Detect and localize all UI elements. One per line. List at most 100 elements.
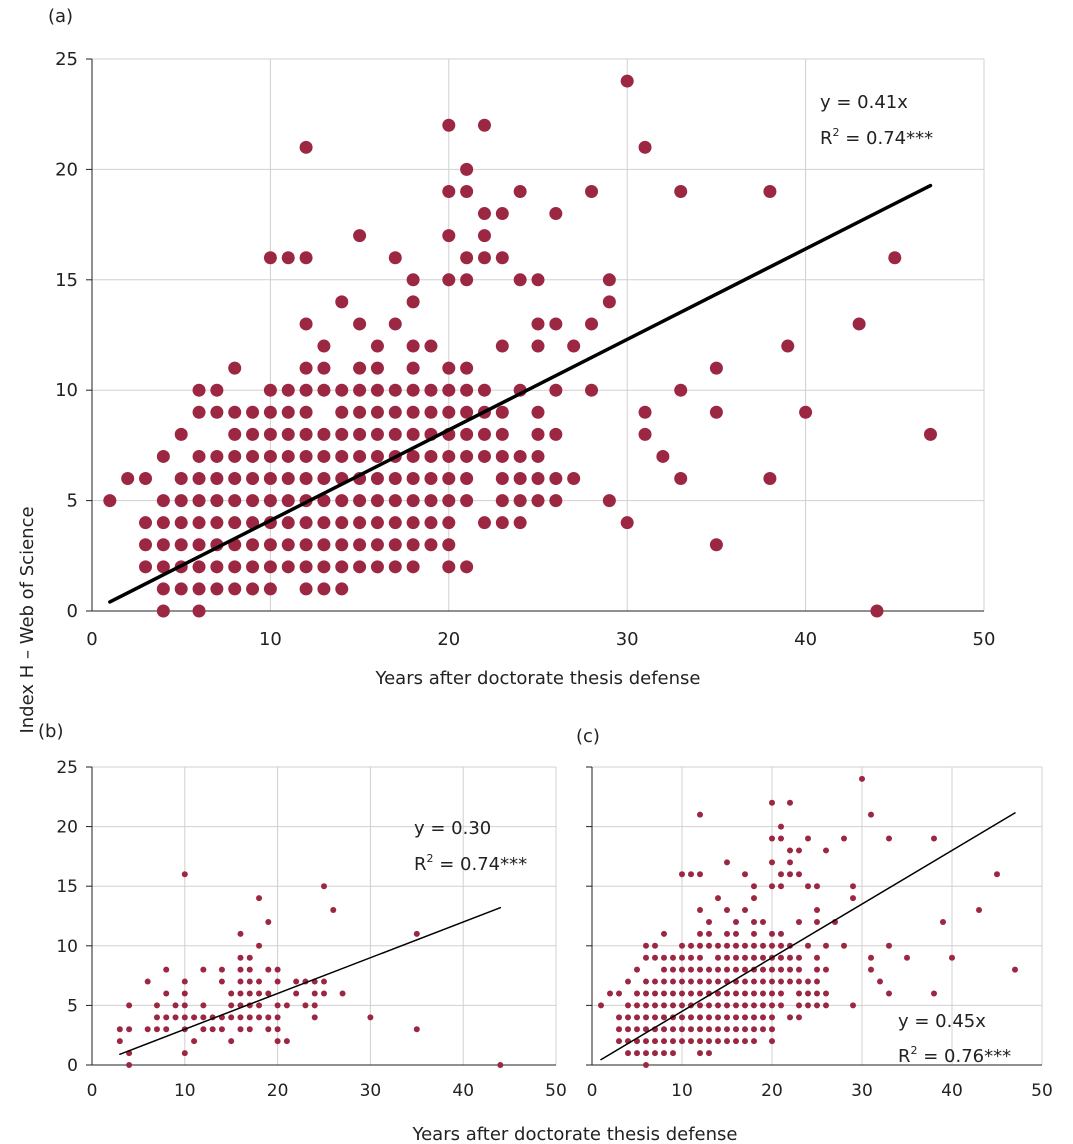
data-point [156,449,170,463]
data-point [228,427,242,441]
data-point [652,1014,658,1021]
data-point [460,184,474,198]
data-point [598,1002,604,1009]
data-point [697,954,703,961]
data-point [751,895,757,902]
data-point [228,582,242,596]
data-point [209,1026,216,1033]
data-point [733,1002,739,1009]
data-point [733,930,739,937]
data-point [424,538,438,552]
data-point [335,405,349,419]
x-tick-label: 20 [437,629,460,650]
data-point [353,560,367,574]
y-tick-label: 0 [67,601,78,622]
data-point [733,1014,739,1021]
data-point [643,1014,649,1021]
data-point [163,990,170,997]
data-point [931,835,937,842]
data-point [192,472,206,486]
data-point [697,990,703,997]
data-point [787,966,793,973]
panel-a: (a) 0 5 10 15 20 25 0 10 20 30 40 50 y = 0.41x R2 = 0.… [48,6,995,650]
data-point [778,871,784,878]
data-point [237,930,244,937]
y-tick-label: 15 [56,877,78,897]
data-point [688,871,694,878]
data-point [814,966,820,973]
data-point [585,184,599,198]
data-point [760,966,766,973]
data-point [139,560,153,574]
data-point [549,494,563,508]
data-point [688,1026,694,1033]
data-point [634,1026,640,1033]
data-point [495,251,509,265]
data-point [674,184,688,198]
data-point [796,978,802,985]
data-point [283,1002,290,1009]
data-point [406,339,420,353]
data-point [661,1050,667,1057]
data-point [796,871,802,878]
data-point [460,472,474,486]
data-point [715,895,721,902]
data-point [156,582,170,596]
data-point [625,1026,631,1033]
data-point [513,494,527,508]
data-point [460,361,474,375]
data-point [679,871,685,878]
data-point [868,966,874,973]
data-point [799,405,813,419]
data-point [406,560,420,574]
data-point [311,1014,318,1021]
data-point [246,427,260,441]
panel-c: (c) 0 10 20 30 40 50 y = 0.45x R2 = 0.76*** [576,726,1053,1101]
data-point [661,1026,667,1033]
data-point [192,538,206,552]
data-point [139,538,153,552]
data-point [246,582,260,596]
data-point [634,990,640,997]
data-point [477,118,491,132]
r-squared-label: R2 = 0.74*** [820,126,933,149]
data-point [192,494,206,508]
data-point [549,207,563,221]
data-point [781,339,795,353]
data-point [769,1014,775,1021]
data-point [353,494,367,508]
data-point [156,494,170,508]
data-point [697,942,703,949]
data-point [769,859,775,866]
data-point [805,978,811,985]
data-point [317,361,331,375]
data-point [886,990,892,997]
data-point [200,1014,207,1021]
data-point [769,978,775,985]
data-point [406,538,420,552]
data-point [823,990,829,997]
data-point [237,966,244,973]
data-point [661,1002,667,1009]
data-point [670,1026,676,1033]
y-tick-label: 5 [67,491,78,512]
data-point [724,966,730,973]
data-point [116,1026,123,1033]
data-point [724,1038,730,1045]
data-point [406,273,420,287]
y-tick-label: 15 [55,270,78,291]
data-point [139,516,153,530]
data-point [751,918,757,925]
x-tick-label: 10 [671,1081,693,1101]
data-point [715,1026,721,1033]
data-point [388,427,402,441]
data-point [335,449,349,463]
data-point [679,966,685,973]
data-point [192,516,206,530]
data-point [442,383,456,397]
data-point [625,978,631,985]
data-point [370,339,384,353]
data-point [778,823,784,830]
regression-equation: y = 0.45x [898,1011,986,1032]
data-point [460,494,474,508]
